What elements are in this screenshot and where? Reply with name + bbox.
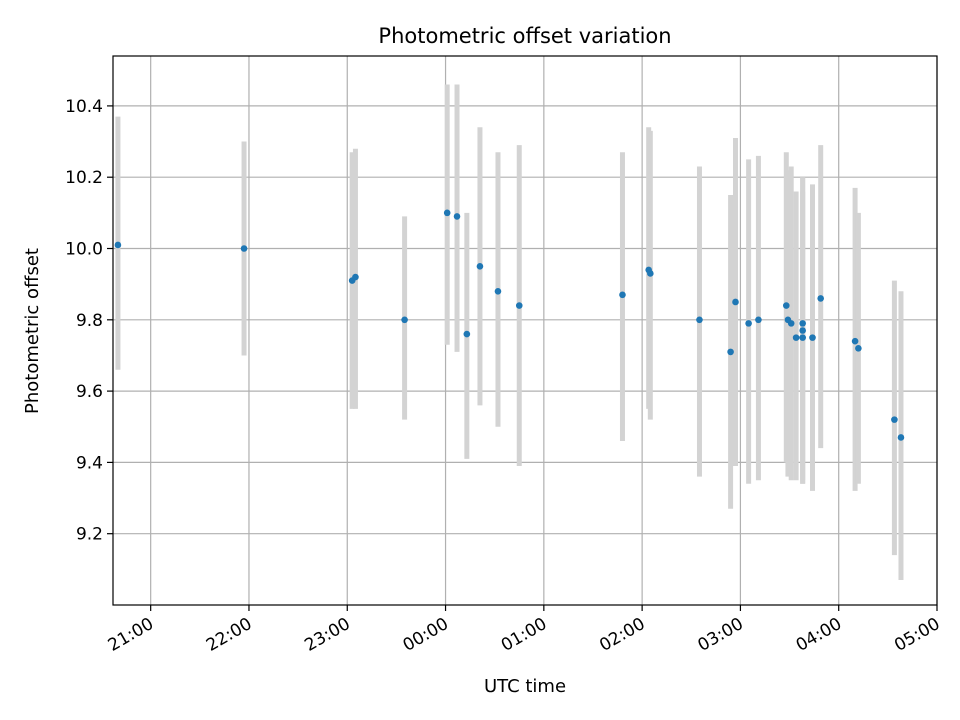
data-point bbox=[799, 327, 806, 334]
data-point bbox=[851, 337, 859, 345]
data-point bbox=[463, 330, 471, 338]
data-point bbox=[745, 320, 752, 327]
data-point bbox=[727, 348, 734, 356]
data-point bbox=[755, 316, 762, 324]
data-point bbox=[494, 287, 502, 295]
data-point bbox=[891, 416, 898, 423]
data-point bbox=[787, 320, 795, 327]
data-point bbox=[799, 334, 806, 341]
data-point bbox=[114, 241, 122, 249]
y-tick-label: 9.6 bbox=[76, 382, 103, 402]
chart-title: Photometric offset variation bbox=[378, 24, 671, 48]
data-point bbox=[453, 213, 461, 220]
y-tick-label: 10.4 bbox=[65, 97, 103, 117]
data-point bbox=[443, 209, 451, 217]
data-point bbox=[476, 263, 484, 270]
data-points bbox=[114, 209, 905, 441]
data-point bbox=[897, 434, 905, 441]
data-point bbox=[817, 295, 824, 302]
data-point bbox=[515, 302, 523, 309]
y-tick-label: 10.0 bbox=[65, 240, 103, 260]
y-tick-label: 9.4 bbox=[76, 453, 103, 473]
y-axis-title: Photometric offset bbox=[22, 248, 43, 414]
y-axis-ticks: 9.2 9.4 9.6 9.8 10.0 10.2 10.4 bbox=[65, 97, 113, 545]
y-tick-label: 10.2 bbox=[65, 168, 103, 188]
data-point bbox=[855, 345, 862, 352]
data-point bbox=[619, 291, 626, 299]
x-axis-title: UTC time bbox=[484, 676, 566, 697]
data-point bbox=[782, 302, 790, 309]
data-point bbox=[401, 316, 408, 324]
data-point bbox=[799, 320, 806, 327]
data-point bbox=[352, 273, 359, 281]
y-tick-label: 9.8 bbox=[76, 311, 103, 331]
y-tick-label: 9.2 bbox=[76, 525, 103, 545]
data-point bbox=[647, 270, 654, 277]
data-point bbox=[732, 298, 739, 306]
data-point bbox=[792, 334, 800, 341]
data-point bbox=[809, 334, 816, 341]
data-point bbox=[240, 245, 248, 252]
data-point bbox=[696, 316, 703, 324]
plot-frame bbox=[112, 55, 938, 606]
